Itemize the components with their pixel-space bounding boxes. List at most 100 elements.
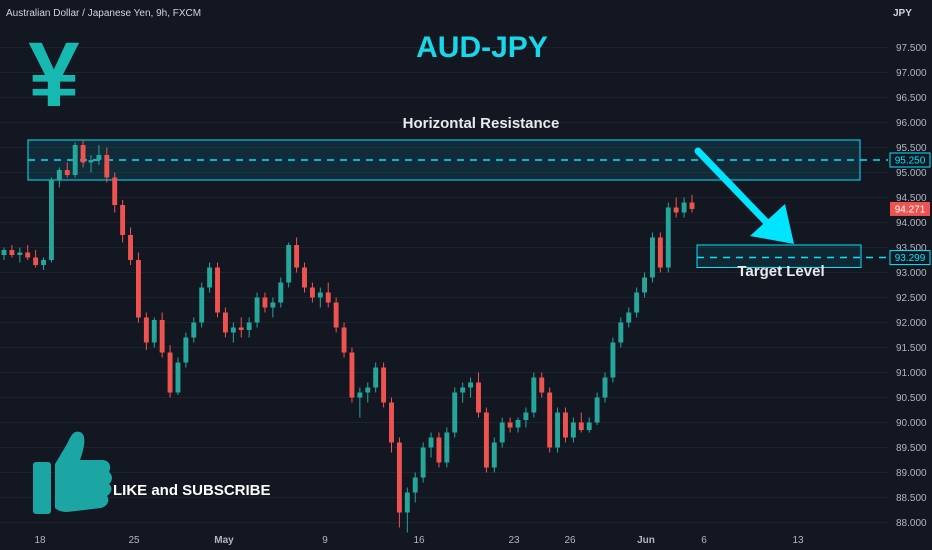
resistance-price-text: 95.250	[895, 156, 926, 167]
candle-body	[650, 237, 655, 278]
candle-body	[602, 377, 608, 398]
price-tick-label: 94.000	[896, 218, 927, 229]
candle	[483, 407, 489, 473]
candle-body	[341, 327, 347, 353]
candle	[1, 247, 7, 260]
candle	[278, 277, 284, 308]
time-tick-label: May	[214, 535, 234, 546]
candle	[531, 372, 537, 418]
candle-body	[531, 377, 537, 413]
candle-body	[578, 422, 584, 430]
price-tick-label: 88.500	[896, 493, 927, 504]
price-tick-label: 88.000	[896, 518, 927, 529]
target-label: Target Level	[737, 263, 824, 280]
candle	[167, 345, 173, 398]
price-tick-label: 96.000	[896, 118, 927, 129]
price-tick-label: 96.500	[896, 93, 927, 104]
candle-body	[586, 422, 592, 430]
candle-body	[64, 170, 70, 175]
candle	[112, 172, 118, 213]
candle-body	[112, 177, 118, 205]
candle	[618, 317, 624, 348]
candle-body	[452, 392, 458, 433]
candle-body	[594, 397, 600, 423]
candle	[262, 292, 268, 313]
candle	[325, 282, 331, 308]
candle	[523, 407, 529, 428]
candle	[135, 252, 141, 323]
candle	[151, 317, 157, 348]
candle-body	[302, 267, 307, 288]
candle-body	[215, 267, 220, 313]
price-tick-label: 89.000	[896, 468, 927, 479]
candle-body	[665, 207, 671, 268]
candle	[9, 245, 15, 258]
candle	[673, 197, 679, 218]
candle-body	[143, 317, 149, 343]
candle-body	[96, 155, 102, 160]
time-tick-label: 13	[792, 535, 804, 546]
candle-body	[25, 252, 31, 258]
candle-body	[294, 245, 300, 268]
candle-body	[681, 202, 687, 213]
time-tick-label: 18	[34, 535, 46, 546]
candle-body	[167, 352, 173, 393]
candle	[610, 337, 616, 383]
price-axis[interactable]: 97.500 97.000 96.500 96.000 95.500 95.000 94.5…	[896, 43, 927, 529]
candle	[159, 312, 165, 358]
candle-body	[191, 322, 197, 338]
candle	[143, 312, 149, 350]
price-tick-label: 95.500	[896, 143, 927, 154]
candle	[349, 347, 355, 403]
candle-body	[515, 420, 521, 428]
yen-logo: ¥	[28, 24, 79, 126]
candle	[499, 417, 505, 448]
candle	[436, 432, 442, 468]
candle-body	[48, 180, 54, 260]
candle	[199, 282, 205, 328]
candle	[515, 417, 521, 433]
candle	[634, 287, 640, 318]
candle-body	[207, 267, 213, 288]
candle	[246, 317, 252, 338]
projection-arrow[interactable]	[694, 147, 794, 244]
candle	[333, 297, 339, 333]
resistance-price-badge: 95.250	[889, 152, 931, 168]
candle	[396, 437, 402, 528]
price-tick-label: 97.000	[896, 68, 927, 79]
candle	[120, 200, 126, 243]
candle	[341, 322, 347, 358]
target-zone[interactable]	[696, 244, 862, 268]
candle	[25, 245, 31, 260]
candle	[578, 412, 584, 433]
candle	[420, 442, 426, 483]
candle	[56, 167, 62, 188]
candle-body	[404, 492, 410, 513]
candle	[570, 417, 576, 443]
candle	[191, 317, 197, 343]
price-tick-label: 91.500	[896, 343, 927, 354]
candle	[539, 372, 545, 398]
candle-body	[286, 245, 292, 283]
candle-body	[389, 402, 394, 443]
price-tick-label: 90.000	[896, 418, 927, 429]
candle-body	[483, 412, 489, 468]
candle	[460, 382, 466, 403]
target-price-text: 93.299	[895, 253, 926, 264]
chart-title: AUD-JPY	[416, 31, 548, 64]
candle	[476, 372, 481, 418]
candle	[381, 362, 387, 408]
time-axis[interactable]: 18 25 May 9 16 23 26 Jun 6 13	[34, 535, 804, 546]
price-tick-label: 95.000	[896, 168, 927, 179]
candle	[309, 282, 315, 303]
thumbs-up-icon[interactable]	[33, 431, 112, 514]
candles	[1, 140, 695, 533]
candle	[586, 417, 592, 433]
resistance-label: Horizontal Resistance	[403, 115, 560, 132]
candle-body	[657, 237, 663, 268]
candle	[389, 397, 394, 453]
candle-body	[507, 422, 513, 428]
candle-body	[1, 250, 7, 255]
candle	[104, 147, 110, 183]
